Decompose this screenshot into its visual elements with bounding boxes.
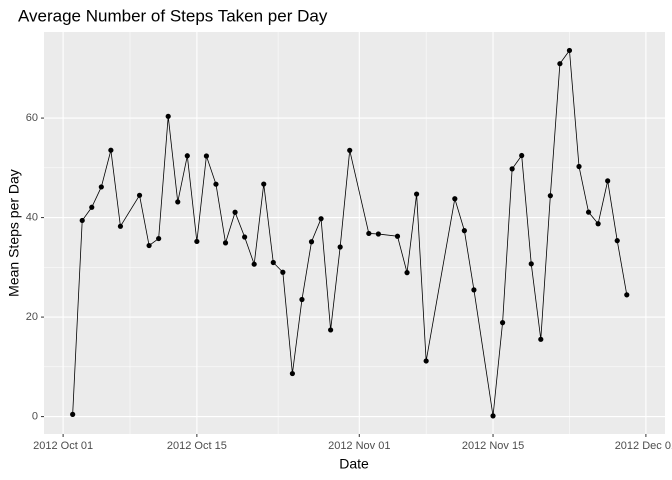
point [347,147,353,153]
y-tick-label: 60 [26,112,38,124]
point [184,153,190,159]
point [108,147,114,153]
point [528,261,534,267]
point [261,181,267,187]
point [547,193,553,199]
y-tick-label: 40 [26,211,38,223]
point [461,228,467,234]
y-tick-label: 20 [26,311,38,323]
point [585,209,592,215]
point [557,61,563,67]
y-axis-label: Mean Steps per Day [6,169,22,297]
x-tick-label: 2012 Dec 01 [615,440,672,452]
point [232,209,238,215]
point [136,192,143,198]
point [203,153,210,159]
point [318,216,324,222]
x-tick-label: 2012 Oct 01 [33,440,93,452]
point [538,336,544,342]
point [79,217,85,224]
chart-title: Average Number of Steps Taken per Day [18,6,328,25]
point [289,370,295,377]
point [605,178,611,184]
point [366,230,372,237]
point [175,199,181,205]
point [452,196,458,202]
point [337,244,343,250]
point [165,113,171,119]
point [576,163,582,170]
x-tick-label: 2012 Nov 01 [328,440,390,452]
point [156,235,162,242]
point [394,233,401,239]
point [280,269,286,275]
point [251,261,257,267]
point [70,411,76,417]
point [499,320,506,326]
point [404,270,410,276]
point [614,238,620,244]
point [213,181,219,187]
point [194,238,200,245]
x-axis-label: Date [339,456,369,472]
point [242,234,248,240]
y-tick-label: 0 [32,410,38,422]
point [595,221,601,227]
point [624,292,630,298]
point [308,239,315,245]
point [509,166,515,172]
panel [44,32,665,434]
point [471,287,477,293]
point [222,240,229,246]
point [519,152,525,159]
point [270,259,276,266]
point [89,204,95,210]
point [423,358,429,364]
point [117,223,124,229]
point [566,47,573,54]
point [299,296,305,303]
x-tick-label: 2012 Oct 15 [167,440,227,452]
point [490,413,496,419]
point [146,242,152,249]
point [414,191,420,197]
point [375,231,381,237]
point [98,184,104,190]
point [328,327,334,333]
x-tick-label: 2012 Nov 15 [462,440,524,452]
